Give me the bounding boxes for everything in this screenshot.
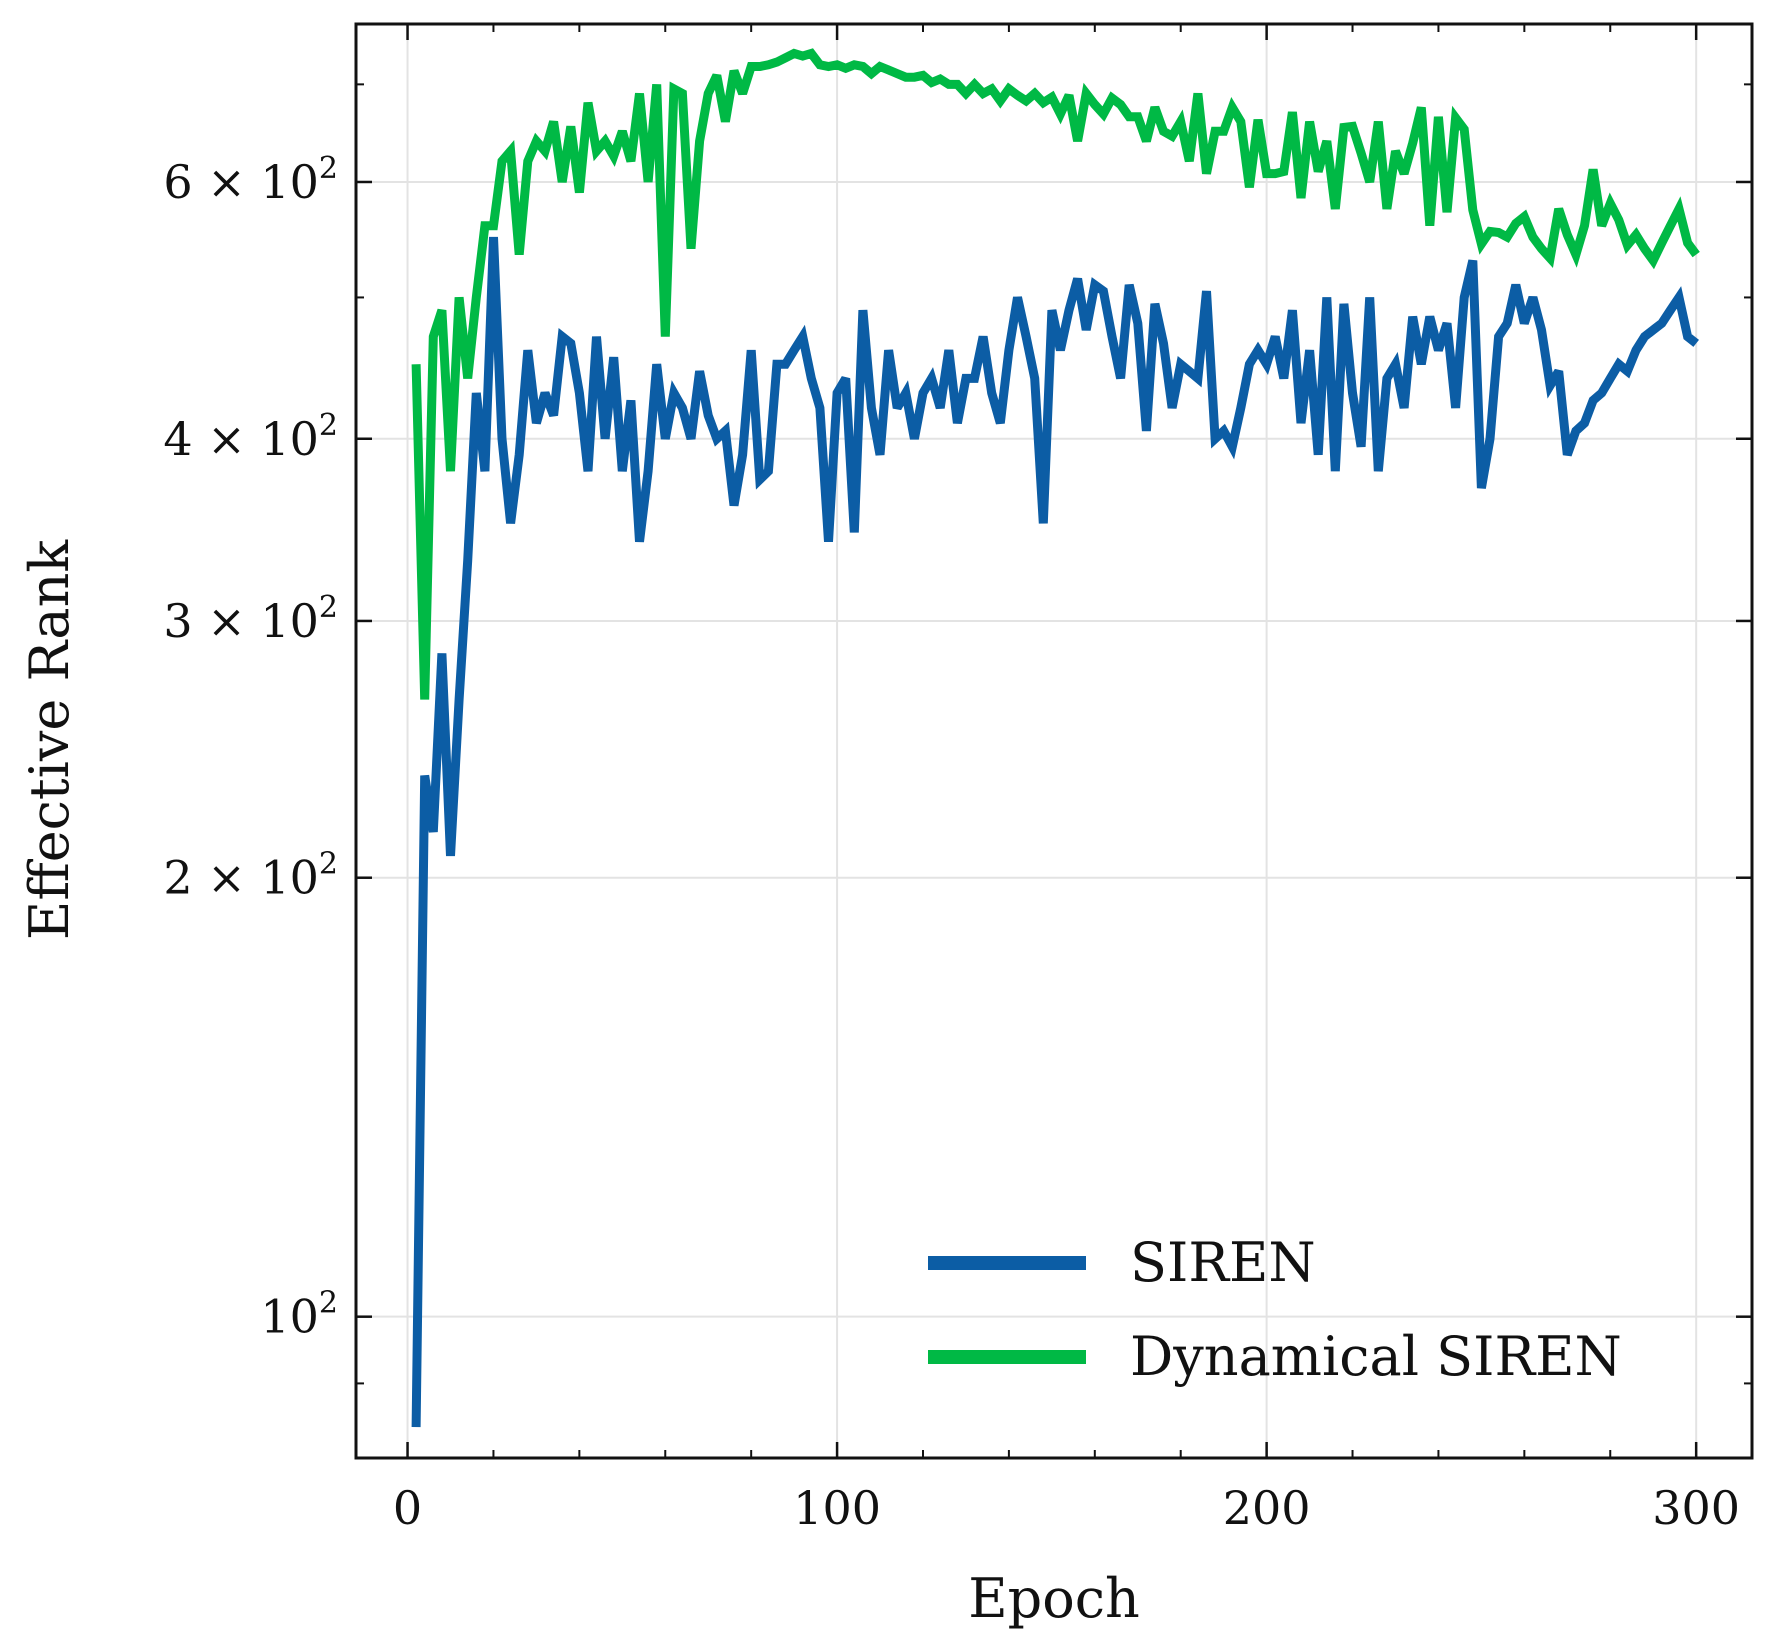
legend-label: SIREN [1130,1231,1316,1294]
series-line-dynamical-siren [411,48,1700,700]
x-axis-title: Epoch [968,1567,1140,1630]
y-tick-label: 6 × 102 [163,151,338,209]
y-tick-label: 4 × 102 [163,408,338,466]
y-tick-label: 3 × 102 [163,590,338,648]
ticks [356,24,1752,1458]
legend: SIREN Dynamical SIREN [928,1231,1622,1388]
x-tick-label: 200 [1223,1481,1311,1535]
grid [356,24,1752,1458]
series-line-siren [411,236,1699,1428]
x-tick-label: 300 [1652,1481,1740,1535]
y-tick-label: 2 × 102 [163,847,338,905]
legend-label: Dynamical SIREN [1130,1325,1622,1388]
series-layer [411,48,1700,1428]
x-tick-label: 100 [793,1481,881,1535]
x-tick-label: 0 [393,1481,422,1535]
y-tick-label: 102 [260,1286,338,1344]
plot-frame [354,22,1754,1460]
y-tick-labels: 102 2 × 102 3 × 102 4 × 102 6 × 102 [163,151,338,1344]
x-tick-labels: 0 100 200 300 [393,1481,1740,1535]
y-axis-title: Effective Rank [18,539,81,940]
